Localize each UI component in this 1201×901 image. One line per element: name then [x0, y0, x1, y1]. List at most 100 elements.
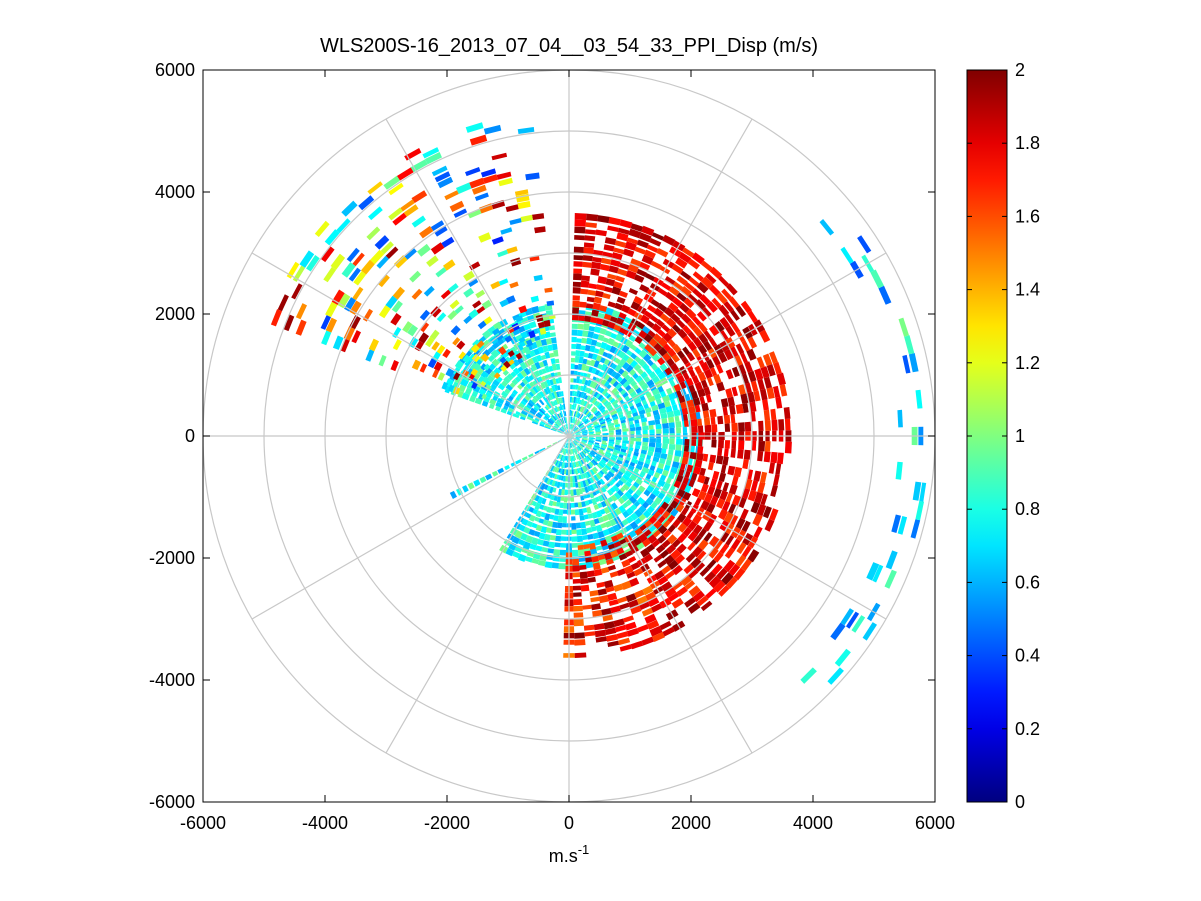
data-cell: [610, 605, 621, 614]
data-cell: [586, 527, 593, 534]
data-cell: [562, 482, 566, 490]
data-cell: [500, 227, 513, 235]
data-cell: [665, 405, 673, 413]
data-cell: [642, 585, 654, 596]
data-cell: [694, 497, 702, 507]
data-cell: [556, 529, 562, 536]
data-cell: [711, 563, 723, 576]
data-cell: [468, 209, 482, 219]
data-cell: [700, 600, 713, 612]
data-cell: [673, 455, 680, 463]
data-cell: [724, 313, 735, 325]
data-cell: [846, 611, 860, 629]
data-cell: [646, 320, 655, 329]
data-cell: [551, 385, 556, 392]
data-cell: [550, 358, 556, 365]
data-cell: [912, 481, 922, 501]
data-cell: [630, 223, 644, 232]
data-cell: [517, 384, 523, 390]
data-cell: [580, 345, 586, 351]
data-cell: [560, 391, 564, 397]
data-cell: [508, 395, 514, 401]
data-cell: [554, 413, 559, 420]
data-cell: [449, 200, 465, 212]
data-cell: [672, 581, 683, 591]
data-cell: [584, 500, 590, 506]
data-cell: [571, 336, 577, 343]
data-cell: [600, 567, 610, 574]
data-cell: [565, 424, 568, 430]
data-cell: [463, 315, 473, 324]
data-cell: [709, 266, 723, 279]
data-cell: [569, 430, 571, 436]
data-cell: [417, 243, 431, 257]
data-cell: [582, 255, 593, 262]
data-cell: [506, 295, 516, 304]
data-cell: [500, 408, 507, 414]
data-cell: [573, 427, 578, 432]
data-cell: [565, 469, 569, 476]
data-cell: [461, 392, 470, 401]
data-cell: [588, 283, 598, 290]
data-cell: [603, 391, 609, 398]
data-cell: [653, 520, 663, 530]
data-cell: [572, 475, 576, 483]
data-cell: [556, 385, 561, 391]
data-cell: [600, 447, 606, 451]
data-cell: [660, 501, 670, 511]
data-cell: [659, 457, 666, 465]
data-cell: [610, 259, 621, 267]
x-axis-label-base: m.s: [549, 846, 578, 866]
y-tick-label: -4000: [149, 670, 195, 690]
data-cell: [295, 303, 307, 320]
data-cell: [622, 431, 627, 435]
data-cell: [690, 557, 702, 569]
data-cell: [604, 627, 617, 636]
data-cell: [626, 628, 639, 637]
data-cell: [366, 226, 381, 241]
data-cell: [493, 367, 501, 375]
data-cell: [718, 472, 727, 482]
data-cell: [517, 553, 527, 562]
data-cell: [570, 449, 573, 454]
data-cell: [554, 481, 558, 487]
data-cell: [574, 447, 578, 453]
data-cell: [634, 448, 640, 453]
data-cell: [571, 410, 574, 417]
data-cell: [671, 324, 681, 334]
data-cell: [437, 372, 446, 381]
data-cell: [510, 392, 516, 398]
data-cell: [544, 513, 551, 521]
data-cell: [518, 336, 526, 343]
data-cell: [688, 405, 696, 414]
data-cell: [648, 424, 654, 430]
data-cell: [589, 380, 595, 388]
data-cell: [753, 526, 763, 539]
data-cell: [549, 479, 554, 486]
data-cell: [578, 460, 582, 467]
data-cell: [590, 469, 595, 476]
data-cell: [607, 225, 619, 232]
data-cell: [534, 226, 546, 234]
data-cell: [488, 403, 495, 410]
data-cell: [667, 534, 678, 545]
data-cell: [653, 307, 664, 318]
data-cell: [411, 215, 426, 228]
data-cell: [729, 405, 736, 415]
data-cell: [583, 624, 595, 631]
data-cell: [618, 505, 627, 514]
data-cell: [572, 403, 575, 410]
data-cell: [624, 471, 632, 478]
data-cell: [533, 274, 543, 282]
data-cell: [659, 620, 672, 631]
data-cell: [340, 338, 350, 353]
data-cell: [575, 343, 582, 350]
data-cell: [668, 302, 679, 313]
data-cell: [711, 297, 722, 309]
data-cell: [527, 414, 534, 419]
data-cell: [571, 329, 578, 336]
data-cell: [601, 468, 608, 475]
data-cell: [594, 326, 602, 334]
data-cell: [776, 372, 786, 386]
data-cell: [507, 350, 515, 358]
